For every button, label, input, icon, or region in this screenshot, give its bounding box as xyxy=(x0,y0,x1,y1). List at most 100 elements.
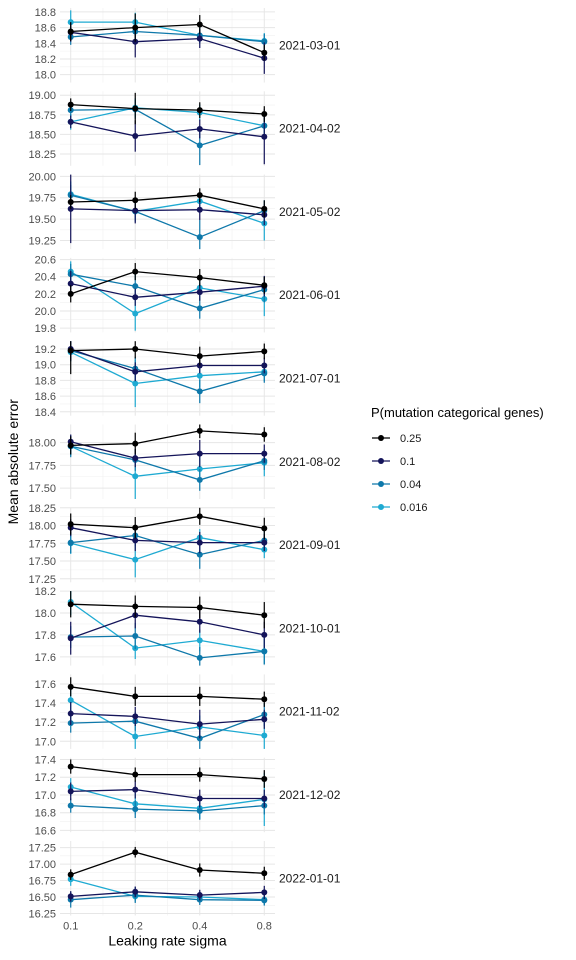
data-point xyxy=(196,476,203,483)
series-line xyxy=(70,601,265,653)
data-point xyxy=(67,199,74,206)
y-tick-label: 17.75 xyxy=(28,538,56,550)
data-point xyxy=(132,473,139,480)
data-point xyxy=(132,310,139,317)
series-0_1 xyxy=(67,780,268,808)
facet-panel: 18.4 18.6 18.8 19.0 19.2 2021-07-01 xyxy=(35,341,341,419)
y-tick-label: 20.0 xyxy=(35,306,56,318)
y-tick-label: 17.4 xyxy=(35,698,56,710)
legend: P(mutation categorical genes) 0.25 0.1 0.04… xyxy=(371,405,544,514)
series-line xyxy=(70,527,265,544)
y-tick-label: 18.00 xyxy=(28,438,56,450)
y-tick-label: 19.00 xyxy=(28,90,56,102)
data-point xyxy=(261,732,268,739)
y-tick-label: 17.4 xyxy=(35,754,56,766)
series-line xyxy=(70,348,265,373)
series-line xyxy=(70,788,265,800)
data-point xyxy=(196,427,203,434)
y-tick-label: 17.25 xyxy=(28,574,56,586)
data-point xyxy=(132,603,139,610)
data-point xyxy=(196,21,203,28)
legend-item: 0.016 xyxy=(372,502,428,514)
y-tick-label: 17.2 xyxy=(35,717,56,729)
facet-panel: 19.8 20.0 20.2 20.4 20.6 2021-06-01 xyxy=(35,255,341,336)
data-point xyxy=(196,142,203,149)
y-tick-label: 19.50 xyxy=(28,214,56,226)
data-point xyxy=(132,207,139,214)
series-line xyxy=(70,534,265,556)
series-line xyxy=(70,271,265,315)
legend-swatch-point xyxy=(378,435,384,441)
y-tick-label: 18.0 xyxy=(35,70,56,82)
y-tick-label: 20.2 xyxy=(35,289,56,301)
facet-panel: 19.25 19.50 19.75 20.00 2021-05-02 xyxy=(28,171,341,250)
series-line xyxy=(70,121,265,138)
data-point xyxy=(67,28,74,35)
facet-panel: 17.6 17.8 18.0 18.2 2021-10-01 xyxy=(35,586,341,666)
series-line xyxy=(70,713,265,740)
y-tick-label: 17.25 xyxy=(28,843,56,855)
series-0_25 xyxy=(67,846,268,880)
series-line xyxy=(70,891,265,898)
series-line xyxy=(70,786,265,809)
y-tick-label: 17.6 xyxy=(35,652,56,664)
facet-label: 2021-05-02 xyxy=(279,205,341,219)
series-0_25 xyxy=(67,341,268,375)
data-point xyxy=(132,455,139,462)
series-0_25 xyxy=(67,507,268,540)
data-point xyxy=(196,107,203,114)
data-point xyxy=(261,431,268,438)
y-tick-label: 18.8 xyxy=(35,7,56,19)
data-point xyxy=(67,290,74,297)
data-point xyxy=(261,348,268,355)
data-point xyxy=(261,897,268,904)
facet-panel: 17.25 17.50 17.75 18.00 18.25 2021-09-01 xyxy=(28,503,340,586)
data-point xyxy=(196,125,203,132)
data-point xyxy=(67,118,74,125)
series-0_1 xyxy=(67,885,268,902)
facet-label: 2022-01-01 xyxy=(279,871,341,885)
series-line xyxy=(70,208,265,216)
y-tick-label: 18.50 xyxy=(28,129,56,141)
legend-label: 0.1 xyxy=(400,456,415,468)
x-axis-title: Leaking rate sigma xyxy=(108,933,227,949)
y-tick-label: 18.75 xyxy=(28,110,56,122)
data-point xyxy=(132,693,139,700)
data-point xyxy=(196,372,203,379)
data-point xyxy=(261,612,268,619)
series-line xyxy=(70,194,265,238)
y-tick-label: 17.0 xyxy=(35,736,56,748)
series-line xyxy=(70,108,265,147)
y-tick-label: 18.6 xyxy=(35,391,56,403)
data-point xyxy=(196,289,203,296)
data-point xyxy=(261,631,268,638)
series-line xyxy=(70,804,265,812)
facet-label: 2021-07-01 xyxy=(279,371,341,385)
data-point xyxy=(196,388,203,395)
data-point xyxy=(67,763,74,770)
data-point xyxy=(196,721,203,728)
series-0_25 xyxy=(67,263,268,303)
data-point xyxy=(196,353,203,360)
data-point xyxy=(261,362,268,369)
data-point xyxy=(196,795,203,802)
series-0_25 xyxy=(67,13,268,61)
series-0_1 xyxy=(67,702,268,739)
y-tick-label: 17.75 xyxy=(28,460,56,472)
facet-label: 2021-06-01 xyxy=(279,288,341,302)
data-point xyxy=(196,450,203,457)
data-point xyxy=(132,771,139,778)
data-point xyxy=(261,38,268,45)
y-tick-label: 17.0 xyxy=(35,790,56,802)
data-point xyxy=(196,551,203,558)
facet-panel: 17.0 17.2 17.4 17.6 2021-11-02 xyxy=(35,674,340,749)
series-line xyxy=(70,430,265,447)
series-0_25 xyxy=(67,92,268,125)
y-tick-label: 20.4 xyxy=(35,272,56,284)
data-point xyxy=(196,618,203,625)
data-point xyxy=(196,654,203,661)
y-axis-title: Mean absolute error xyxy=(5,399,21,525)
y-tick-label: 18.00 xyxy=(28,521,56,533)
